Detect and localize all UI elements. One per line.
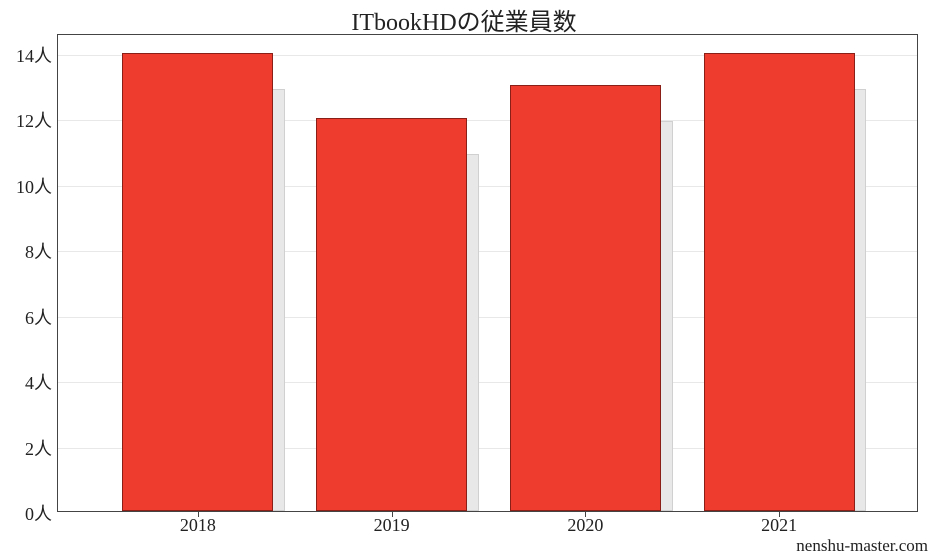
x-tick-label: 2020 xyxy=(567,515,603,536)
bar xyxy=(316,118,467,511)
plot-area: 0人2人4人6人8人10人12人14人2018201920202021 xyxy=(57,34,918,512)
bar xyxy=(704,53,855,511)
y-tick-label: 2人 xyxy=(25,435,52,461)
y-tick-label: 6人 xyxy=(25,304,52,330)
y-tick-label: 0人 xyxy=(25,500,52,526)
y-tick-label: 10人 xyxy=(16,173,52,199)
x-tick-label: 2019 xyxy=(374,515,410,536)
credit-label: nenshu-master.com xyxy=(748,536,928,556)
chart-title: ITbookHDの従業員数 xyxy=(0,2,928,37)
x-tick-label: 2021 xyxy=(761,515,797,536)
x-tick-label: 2018 xyxy=(180,515,216,536)
y-tick-label: 14人 xyxy=(16,42,52,68)
bar xyxy=(510,85,661,511)
y-tick-label: 12人 xyxy=(16,107,52,133)
bar xyxy=(122,53,273,511)
y-tick-label: 4人 xyxy=(25,369,52,395)
chart-wrapper: ITbookHDの従業員数 0人2人4人6人8人10人12人14人2018201… xyxy=(0,0,928,555)
y-tick-label: 8人 xyxy=(25,238,52,264)
